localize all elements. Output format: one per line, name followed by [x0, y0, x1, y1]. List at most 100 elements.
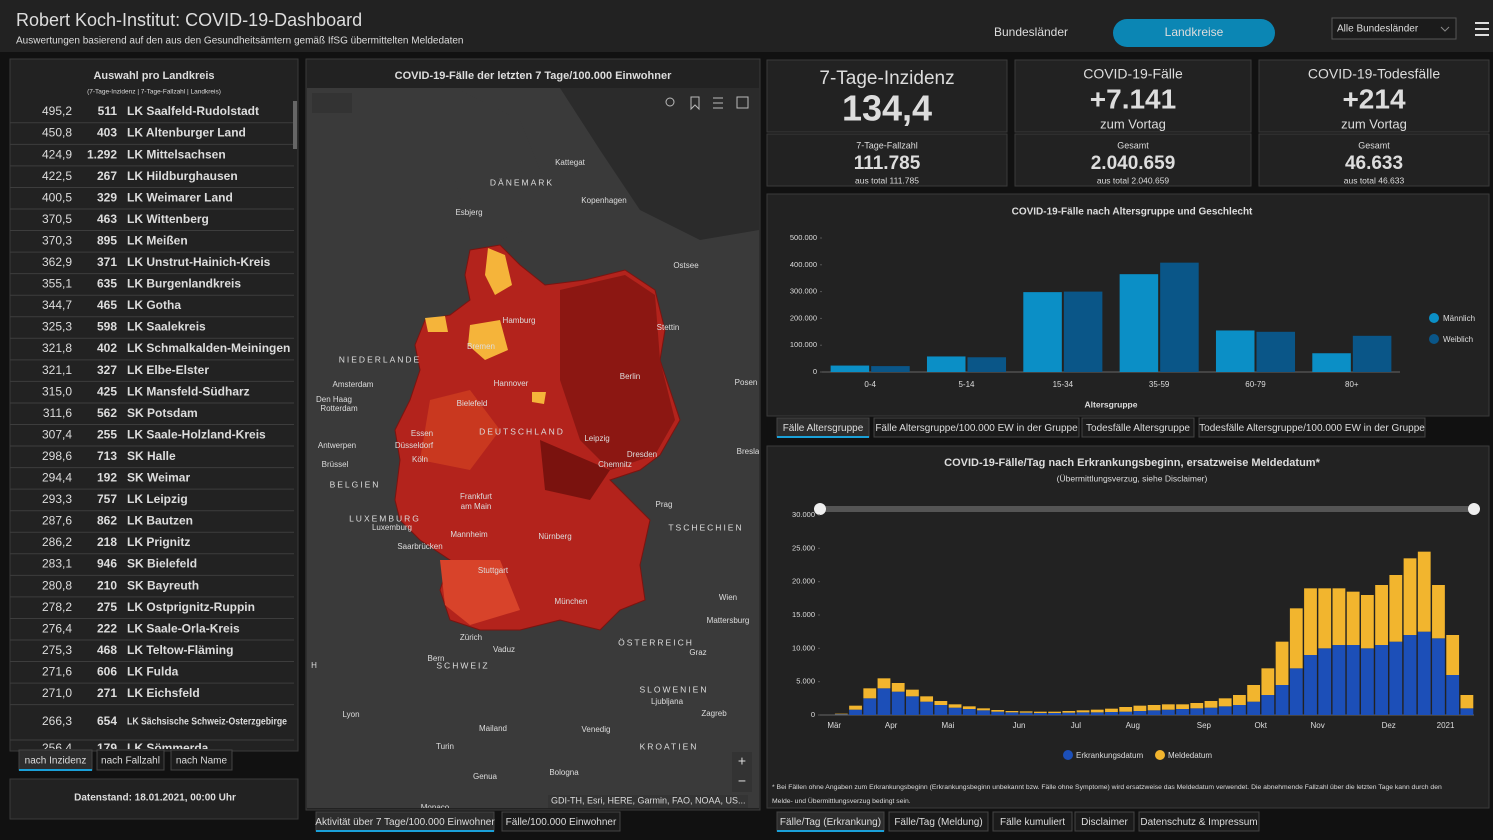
case-count[interactable]: 425: [97, 384, 117, 398]
district-name[interactable]: LK Sächsische Schweiz-Osterzgebirge: [127, 717, 287, 728]
incidence[interactable]: 286,2: [42, 535, 72, 549]
tab-label[interactable]: Fälle/Tag (Meldung): [894, 817, 982, 828]
case-count[interactable]: 465: [97, 298, 117, 312]
tab-label[interactable]: Datenschutz & Impressum: [1140, 817, 1257, 828]
incidence[interactable]: 370,5: [42, 212, 72, 226]
incidence[interactable]: 315,0: [42, 384, 72, 398]
incidence[interactable]: 271,0: [42, 686, 72, 700]
tab-label[interactable]: Disclaimer: [1081, 817, 1128, 828]
legend-label[interactable]: Meldedatum: [1168, 751, 1212, 760]
case-count[interactable]: 210: [97, 578, 117, 592]
district-name[interactable]: LK Prignitz: [127, 535, 190, 549]
incidence[interactable]: 325,3: [42, 320, 72, 334]
incidence[interactable]: 400,5: [42, 190, 72, 204]
incidence[interactable]: 287,6: [42, 514, 72, 528]
incidence[interactable]: 283,1: [42, 557, 72, 571]
case-count[interactable]: 562: [97, 406, 117, 420]
tab-label[interactable]: Fälle/Tag (Erkrankung): [780, 817, 881, 828]
case-count[interactable]: 218: [97, 535, 117, 549]
case-count[interactable]: 192: [97, 471, 117, 485]
case-count[interactable]: 255: [97, 427, 117, 441]
bar[interactable]: [871, 366, 910, 372]
case-count[interactable]: 757: [97, 492, 117, 506]
case-count[interactable]: 403: [97, 126, 117, 140]
incidence[interactable]: 355,1: [42, 277, 72, 291]
district-name[interactable]: LK Elbe-Elster: [127, 363, 209, 377]
nav-tab[interactable]: Landkreise: [1165, 25, 1224, 39]
district-name[interactable]: LK Gotha: [127, 298, 181, 312]
district-name[interactable]: LK Mittelsachsen: [127, 147, 226, 161]
case-count[interactable]: 371: [97, 255, 117, 269]
bar[interactable]: [1023, 292, 1062, 372]
slider-handle[interactable]: [1468, 503, 1480, 515]
district-name[interactable]: LK Unstrut-Hainich-Kreis: [127, 255, 271, 269]
case-count[interactable]: 329: [97, 190, 117, 204]
district-name[interactable]: LK Altenburger Land: [127, 126, 246, 140]
case-count[interactable]: 463: [97, 212, 117, 226]
district-name[interactable]: LK Saalekreis: [127, 320, 206, 334]
incidence[interactable]: 294,4: [42, 471, 72, 485]
district-name[interactable]: SK Potsdam: [127, 406, 198, 420]
bar[interactable]: [1160, 263, 1199, 372]
incidence[interactable]: 321,8: [42, 341, 72, 355]
district-name[interactable]: LK Mansfeld-Südharz: [127, 384, 250, 398]
district-name[interactable]: SK Halle: [127, 449, 176, 463]
incidence[interactable]: 311,6: [43, 406, 72, 420]
case-count[interactable]: 1.292: [87, 147, 117, 161]
incidence[interactable]: 422,5: [42, 169, 72, 183]
district-name[interactable]: LK Meißen: [127, 233, 188, 247]
legend-label[interactable]: Erkrankungsdatum: [1076, 751, 1143, 760]
incidence[interactable]: 276,4: [42, 621, 72, 635]
zoom-out-icon[interactable]: −: [738, 773, 746, 789]
district-name[interactable]: SK Bielefeld: [127, 557, 197, 571]
incidence[interactable]: 275,3: [42, 643, 72, 657]
district-name[interactable]: LK Bautzen: [127, 514, 193, 528]
legend-label[interactable]: Weiblich: [1443, 335, 1473, 344]
map-tool[interactable]: [312, 93, 352, 113]
case-count[interactable]: 862: [97, 514, 117, 528]
district-name[interactable]: LK Schmalkalden-Meiningen: [127, 341, 290, 355]
case-count[interactable]: 606: [97, 664, 117, 678]
incidence[interactable]: 307,4: [42, 427, 72, 441]
dropdown-label[interactable]: Alle Bundesländer: [1337, 24, 1419, 35]
incidence[interactable]: 424,9: [42, 147, 72, 161]
tab-label[interactable]: Fälle kumuliert: [1000, 817, 1065, 828]
district-name[interactable]: LK Fulda: [127, 664, 179, 678]
bar[interactable]: [1064, 292, 1103, 372]
incidence[interactable]: 495,2: [42, 104, 72, 118]
district-name[interactable]: LK Ostprignitz-Ruppin: [127, 600, 255, 614]
district-name[interactable]: LK Leipzig: [127, 492, 188, 506]
incidence[interactable]: 370,3: [42, 233, 72, 247]
district-name[interactable]: LK Weimarer Land: [127, 190, 233, 204]
tab-label[interactable]: Todesfälle Altersgruppe/100.000 EW in de…: [1199, 423, 1425, 434]
case-count[interactable]: 598: [97, 320, 117, 334]
bar[interactable]: [968, 357, 1007, 372]
district-name[interactable]: LK Teltow-Fläming: [127, 643, 233, 657]
case-count[interactable]: 327: [97, 363, 117, 377]
incidence[interactable]: 344,7: [42, 298, 72, 312]
case-count[interactable]: 654: [97, 714, 117, 728]
incidence[interactable]: 298,6: [42, 449, 72, 463]
incidence[interactable]: 266,3: [42, 714, 72, 728]
incidence[interactable]: 450,8: [42, 126, 72, 140]
incidence[interactable]: 321,1: [42, 363, 72, 377]
bar[interactable]: [831, 366, 870, 372]
case-count[interactable]: 635: [97, 277, 117, 291]
tab-label[interactable]: nach Name: [176, 756, 228, 767]
district-name[interactable]: LK Hildburghausen: [127, 169, 238, 183]
district-name[interactable]: SK Bayreuth: [127, 578, 199, 592]
bar[interactable]: [1120, 274, 1159, 372]
case-count[interactable]: 267: [97, 169, 117, 183]
incidence[interactable]: 278,2: [42, 600, 72, 614]
case-count[interactable]: 402: [97, 341, 117, 355]
legend-label[interactable]: Männlich: [1443, 314, 1475, 323]
bar[interactable]: [1312, 353, 1351, 372]
tab-label[interactable]: Fälle Altersgruppe/100.000 EW in der Gru…: [875, 423, 1078, 434]
district-name[interactable]: LK Saalfeld-Rudolstadt: [127, 104, 259, 118]
tab-label[interactable]: Aktivität über 7 Tage/100.000 Einwohner: [315, 817, 495, 828]
district-name[interactable]: LK Saale-Orla-Kreis: [127, 621, 240, 635]
case-count[interactable]: 895: [97, 233, 117, 247]
case-count[interactable]: 511: [98, 104, 118, 118]
district-name[interactable]: LK Wittenberg: [127, 212, 209, 226]
district-name[interactable]: SK Weimar: [127, 471, 190, 485]
